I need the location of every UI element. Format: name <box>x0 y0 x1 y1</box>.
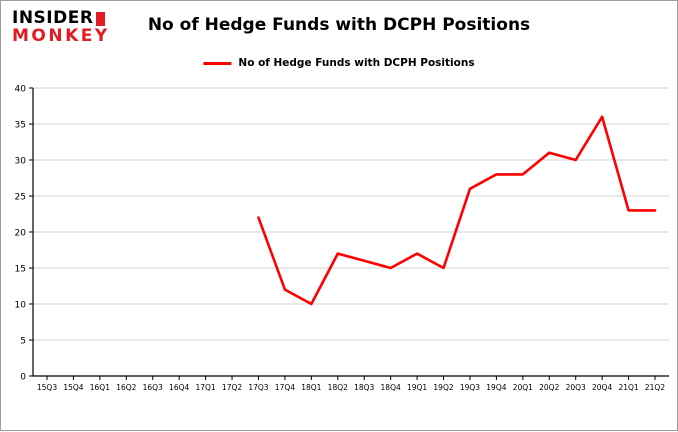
svg-text:0: 0 <box>20 373 26 383</box>
svg-text:18Q2: 18Q2 <box>328 383 348 392</box>
svg-text:19Q3: 19Q3 <box>460 383 480 392</box>
svg-text:16Q1: 16Q1 <box>90 383 110 392</box>
svg-text:17Q4: 17Q4 <box>275 383 295 392</box>
svg-text:20Q4: 20Q4 <box>592 383 612 392</box>
svg-text:17Q1: 17Q1 <box>195 383 215 392</box>
svg-text:17Q2: 17Q2 <box>222 383 242 392</box>
svg-text:25: 25 <box>15 193 26 203</box>
logo-text-insider: INSIDER <box>12 8 94 28</box>
svg-text:20: 20 <box>15 229 27 239</box>
logo-text-monkey: MONKEY <box>12 25 110 46</box>
svg-text:15: 15 <box>15 265 26 275</box>
svg-text:20Q3: 20Q3 <box>566 383 586 392</box>
svg-text:19Q4: 19Q4 <box>486 383 506 392</box>
svg-text:16Q3: 16Q3 <box>143 383 163 392</box>
legend-label: No of Hedge Funds with DCPH Positions <box>238 57 475 69</box>
svg-text:18Q1: 18Q1 <box>301 383 321 392</box>
svg-text:16Q4: 16Q4 <box>169 383 189 392</box>
svg-text:15Q3: 15Q3 <box>37 383 57 392</box>
svg-text:35: 35 <box>15 121 26 131</box>
svg-text:15Q4: 15Q4 <box>63 383 83 392</box>
logo-red-block-icon <box>96 11 106 26</box>
legend-line-swatch <box>203 61 232 65</box>
svg-text:16Q2: 16Q2 <box>116 383 136 392</box>
svg-text:10: 10 <box>15 301 27 311</box>
svg-text:18Q4: 18Q4 <box>381 383 401 392</box>
chart-title: No of Hedge Funds with DCPH Positions <box>147 15 531 35</box>
svg-text:21Q1: 21Q1 <box>618 383 638 392</box>
svg-text:19Q1: 19Q1 <box>407 383 427 392</box>
legend: No of Hedge Funds with DCPH Positions <box>203 57 475 69</box>
svg-text:30: 30 <box>15 157 27 167</box>
svg-text:20Q1: 20Q1 <box>513 383 533 392</box>
insider-monkey-logo: INSIDER MONKEY <box>12 8 110 46</box>
svg-text:17Q3: 17Q3 <box>248 383 268 392</box>
logo-line-insider: INSIDER <box>12 8 110 28</box>
svg-text:21Q2: 21Q2 <box>645 383 665 392</box>
svg-text:18Q3: 18Q3 <box>354 383 374 392</box>
svg-text:5: 5 <box>20 337 26 347</box>
svg-text:40: 40 <box>15 85 27 95</box>
svg-text:20Q2: 20Q2 <box>539 383 559 392</box>
svg-text:19Q2: 19Q2 <box>433 383 453 392</box>
